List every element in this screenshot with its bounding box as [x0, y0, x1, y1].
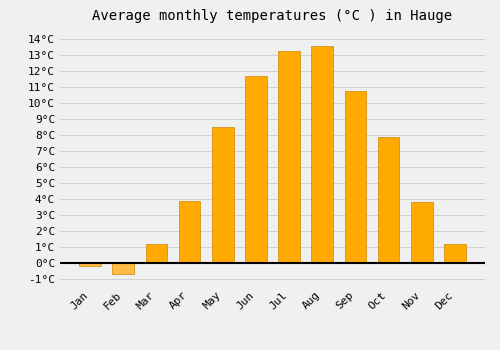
Title: Average monthly temperatures (°C ) in Hauge: Average monthly temperatures (°C ) in Ha…	[92, 9, 452, 23]
Bar	[411, 202, 432, 263]
Bar	[212, 127, 234, 263]
Bar	[278, 51, 300, 263]
Bar	[344, 91, 366, 263]
Bar	[245, 76, 266, 263]
Bar	[179, 201, 201, 263]
Bar	[146, 244, 167, 263]
Bar	[378, 137, 400, 263]
Bar	[80, 263, 101, 266]
Bar	[112, 263, 134, 274]
Bar	[444, 244, 466, 263]
Bar	[312, 46, 333, 263]
